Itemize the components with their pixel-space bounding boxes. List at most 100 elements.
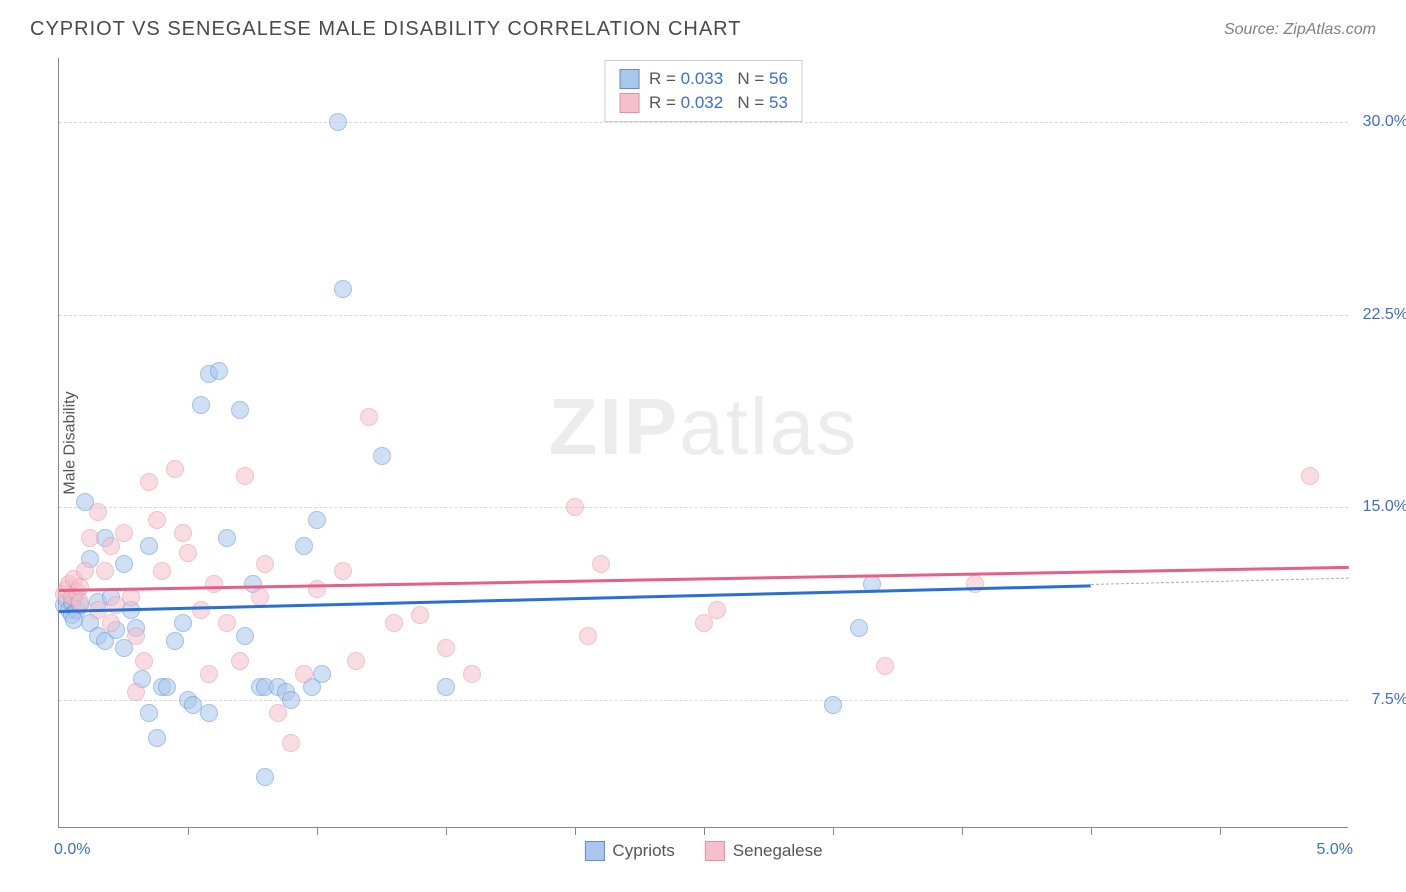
x-axis-start-label: 0.0% (54, 841, 90, 859)
data-point (437, 639, 455, 657)
data-point (140, 537, 158, 555)
legend-item: Senegalese (705, 841, 823, 861)
x-axis-end-label: 5.0% (1317, 841, 1353, 859)
data-point (329, 113, 347, 131)
stats-text: R = 0.033 N = 56 (649, 69, 788, 89)
data-point (566, 498, 584, 516)
data-point (256, 555, 274, 573)
data-point (334, 562, 352, 580)
chart-header: CYPRIOT VS SENEGALESE MALE DISABILITY CO… (0, 0, 1406, 51)
data-point (269, 704, 287, 722)
data-point (592, 555, 610, 573)
data-point (115, 524, 133, 542)
x-tick (1220, 827, 1221, 835)
y-tick-label: 30.0% (1353, 113, 1406, 131)
data-point (127, 627, 145, 645)
data-point (148, 729, 166, 747)
source-label: Source: ZipAtlas.com (1224, 21, 1376, 39)
data-point (218, 614, 236, 632)
x-tick (575, 827, 576, 835)
data-point (437, 678, 455, 696)
data-point (200, 704, 218, 722)
legend-swatch (584, 841, 604, 861)
data-point (334, 280, 352, 298)
legend-label: Senegalese (733, 841, 823, 861)
data-point (347, 652, 365, 670)
stats-legend-row: R = 0.033 N = 56 (619, 67, 788, 91)
data-point (153, 562, 171, 580)
chart-title: CYPRIOT VS SENEGALESE MALE DISABILITY CO… (30, 18, 741, 41)
stats-legend-row: R = 0.032 N = 53 (619, 91, 788, 115)
data-point (174, 614, 192, 632)
x-tick (317, 827, 318, 835)
data-point (411, 606, 429, 624)
data-point (76, 562, 94, 580)
data-point (579, 627, 597, 645)
data-point (81, 529, 99, 547)
data-point (256, 768, 274, 786)
data-point (192, 396, 210, 414)
data-point (102, 614, 120, 632)
data-point (966, 575, 984, 593)
data-point (463, 665, 481, 683)
x-tick (833, 827, 834, 835)
x-tick (962, 827, 963, 835)
data-point (824, 696, 842, 714)
trend-line-extrapolation (1091, 578, 1349, 585)
legend-swatch (619, 93, 639, 113)
data-point (166, 460, 184, 478)
data-point (148, 511, 166, 529)
scatter-chart: Male Disability ZIPatlas R = 0.033 N = 5… (58, 58, 1348, 828)
gridline (59, 315, 1348, 316)
data-point (251, 588, 269, 606)
data-point (360, 408, 378, 426)
data-point (200, 665, 218, 683)
data-point (236, 467, 254, 485)
data-point (308, 580, 326, 598)
stats-legend: R = 0.033 N = 56 R = 0.032 N = 53 (604, 60, 803, 122)
data-point (231, 652, 249, 670)
data-point (385, 614, 403, 632)
data-point (192, 601, 210, 619)
data-point (166, 632, 184, 650)
legend-swatch (619, 69, 639, 89)
data-point (313, 665, 331, 683)
x-tick (704, 827, 705, 835)
stats-text: R = 0.032 N = 53 (649, 93, 788, 113)
data-point (308, 511, 326, 529)
legend-item: Cypriots (584, 841, 674, 861)
gridline (59, 122, 1348, 123)
data-point (295, 665, 313, 683)
data-point (236, 627, 254, 645)
data-point (96, 562, 114, 580)
data-point (850, 619, 868, 637)
data-point (1301, 467, 1319, 485)
data-point (140, 704, 158, 722)
y-tick-label: 7.5% (1353, 691, 1406, 709)
data-point (122, 588, 140, 606)
data-point (282, 734, 300, 752)
data-point (231, 401, 249, 419)
y-tick-label: 22.5% (1353, 306, 1406, 324)
x-tick (1091, 827, 1092, 835)
gridline (59, 507, 1348, 508)
x-tick (188, 827, 189, 835)
data-point (127, 683, 145, 701)
x-tick (446, 827, 447, 835)
data-point (373, 447, 391, 465)
data-point (115, 555, 133, 573)
data-point (179, 544, 197, 562)
watermark: ZIPatlas (549, 381, 858, 473)
data-point (876, 657, 894, 675)
data-point (135, 652, 153, 670)
legend-label: Cypriots (612, 841, 674, 861)
data-point (708, 601, 726, 619)
data-point (140, 473, 158, 491)
data-point (218, 529, 236, 547)
data-point (174, 524, 192, 542)
y-tick-label: 15.0% (1353, 498, 1406, 516)
data-point (295, 537, 313, 555)
legend-swatch (705, 841, 725, 861)
data-point (158, 678, 176, 696)
data-point (210, 362, 228, 380)
